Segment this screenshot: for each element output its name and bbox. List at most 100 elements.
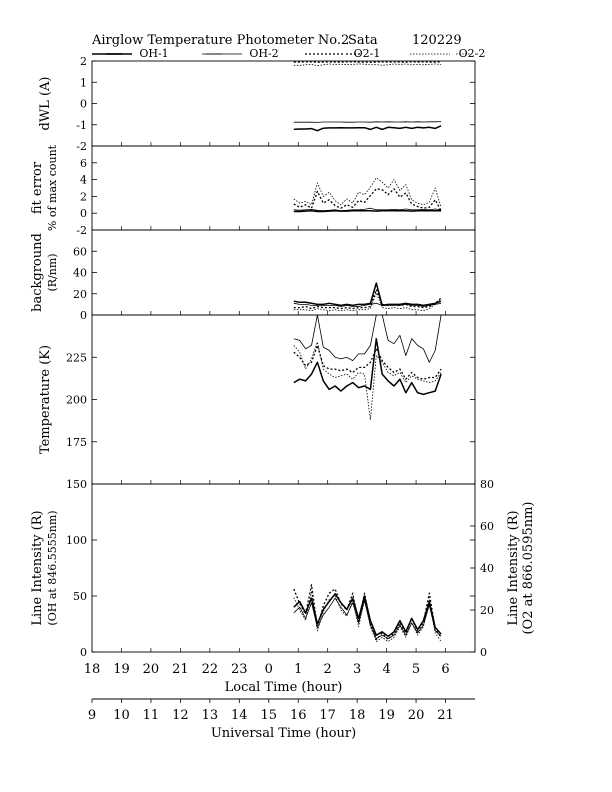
ytick-right-label-int: 20: [480, 604, 494, 617]
series-dwl-oh-1: [293, 125, 442, 132]
panel-fit: -2 0 2 4 6 fit error% of max count: [30, 144, 476, 237]
local-time-tick-label: 4: [382, 662, 390, 677]
panel-frame-temp: [91, 314, 476, 485]
panel-dwl: -2 -1 0 1 2 dWL (A): [38, 55, 476, 153]
plot-panels: -2 -1 0 1 2 dWL (A) -2 0 2 4 6 fit error% of max co…: [30, 55, 536, 659]
series-temp-oh-2: [293, 314, 442, 363]
observation-date: 120229: [412, 33, 462, 48]
ytick-label-bg: 20: [73, 288, 87, 301]
series-bg-oh-2: [293, 302, 442, 307]
local-time-tick-label: 3: [353, 662, 361, 677]
ut-tick-label: 17: [319, 708, 336, 723]
ut-axis-label: Universal Time (hour): [211, 726, 356, 741]
ylabel-bg: background: [30, 233, 45, 312]
series-dwl-oh-2: [293, 121, 442, 123]
figure-header: Airglow Temperature Photometer No.2 Sata…: [91, 33, 462, 48]
ut-tick-label: 16: [290, 708, 307, 723]
legend-label-o2-1: O2-1: [354, 47, 381, 60]
ytick-label-bg: 40: [73, 267, 87, 280]
ytick-right-label-int: 0: [480, 646, 487, 659]
ut-tick-label: 14: [231, 708, 248, 723]
ylabel-temp: Temperature (K): [38, 345, 53, 454]
ytick-label-int: 50: [73, 590, 87, 603]
local-time-tick-label: 5: [412, 662, 420, 677]
ytick-label-temp: 200: [66, 394, 87, 407]
ytick-label-fit: 4: [80, 174, 87, 187]
ytick-label-dwl: -1: [76, 119, 87, 132]
ytick-label-int: 100: [66, 534, 87, 547]
ytick-right-label-int: 60: [480, 520, 494, 533]
site-name: Sata: [348, 33, 378, 48]
series-fit-o2-2: [293, 177, 442, 208]
legend-label-o2-2: O2-2: [459, 47, 486, 60]
ytick-label-dwl: 2: [80, 55, 87, 68]
ylabel-fit: % of max count: [46, 144, 59, 231]
figure-title: Airglow Temperature Photometer No.2: [91, 33, 349, 48]
ytick-label-fit: 2: [80, 190, 87, 203]
ylabel-fit: fit error: [30, 161, 45, 214]
ut-tick-label: 11: [143, 708, 160, 723]
series-dwl-o2-2: [293, 63, 442, 67]
ytick-right-label-int: 80: [480, 478, 494, 491]
ytick-label-fit: -2: [76, 224, 87, 237]
legend-label-oh-2: OH-2: [249, 47, 278, 60]
series-int-o2-2: [293, 590, 442, 642]
ytick-label-temp: 175: [66, 436, 87, 449]
legend-label-oh-1: OH-1: [139, 47, 168, 60]
local-time-tick-label: 18: [84, 662, 101, 677]
local-time-tick-label: 19: [113, 662, 130, 677]
panel-frame-int: [91, 483, 476, 653]
series-fit-oh-1: [293, 209, 442, 213]
series-bg-oh-1: [293, 282, 442, 307]
ut-tick-label: 21: [437, 708, 454, 723]
local-time-tick-label: 6: [441, 662, 449, 677]
ylabel-dwl: dWL (A): [38, 77, 53, 131]
ytick-label-fit: 0: [80, 207, 87, 220]
panel-frame-fit: [91, 145, 476, 231]
ylabel-right-int: (O2 at 866.0595nm): [521, 501, 536, 634]
ylabel-right-int: Line Intensity (R): [506, 510, 521, 625]
ut-tick-label: 19: [378, 708, 395, 723]
ylabel-int: (OH at 846.5555nm): [46, 510, 59, 625]
local-time-axis-label: Local Time (hour): [225, 680, 343, 695]
local-time-tick-label: 0: [265, 662, 273, 677]
ut-tick-label: 15: [260, 708, 277, 723]
ytick-label-fit: 6: [80, 157, 87, 170]
panel-frame-dwl: [91, 60, 476, 147]
ytick-label-temp: 225: [66, 351, 87, 364]
legend: OH-1 OH-2 O2-1 O2-2: [92, 47, 485, 60]
local-time-tick-label: 23: [231, 662, 248, 677]
ut-tick-label: 9: [88, 708, 96, 723]
ut-tick-label: 18: [349, 708, 366, 723]
local-time-tick-label: 1: [294, 662, 302, 677]
ut-tick-label: 20: [408, 708, 425, 723]
panel-temp: 175 200 225 Temperature (K): [38, 314, 476, 485]
series-int-o2-1: [293, 584, 442, 641]
local-time-tick-label: 22: [202, 662, 219, 677]
ylabel-int: Line Intensity (R): [30, 510, 45, 625]
ytick-label-int: 150: [66, 478, 87, 491]
series-fit-o2-1: [293, 188, 442, 212]
series-fit-oh-2: [293, 207, 442, 212]
ytick-label-int: 0: [80, 646, 87, 659]
ytick-right-label-int: 40: [480, 562, 494, 575]
series-temp-oh-1: [293, 337, 442, 396]
local-time-tick-label: 2: [324, 662, 332, 677]
ut-tick-label: 12: [172, 708, 189, 723]
ytick-label-dwl: 0: [80, 98, 87, 111]
ut-tick-label: 10: [113, 708, 130, 723]
series-bg-o2-2: [293, 292, 442, 312]
ytick-label-bg: 0: [80, 309, 87, 322]
series-temp-o2-1: [293, 344, 442, 380]
panel-bg: 0 20 40 60 background (R/nm): [30, 229, 476, 322]
series-temp-o2-2: [293, 341, 442, 421]
ytick-label-dwl: -2: [76, 140, 87, 153]
local-time-tick-label: 21: [172, 662, 189, 677]
series-bg-o2-1: [293, 288, 442, 310]
ut-tick-label: 13: [202, 708, 219, 723]
ylabel-bg: (R/nm): [46, 253, 59, 291]
local-time-tick-label: 20: [143, 662, 160, 677]
ytick-label-dwl: 1: [80, 76, 87, 89]
